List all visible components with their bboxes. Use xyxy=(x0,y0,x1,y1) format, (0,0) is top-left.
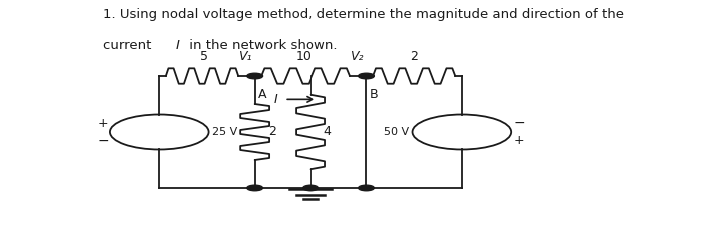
Circle shape xyxy=(247,73,263,79)
Text: 2: 2 xyxy=(268,126,276,139)
Text: 10: 10 xyxy=(296,50,312,63)
Text: +: + xyxy=(514,134,524,147)
Text: V₂: V₂ xyxy=(350,50,363,63)
Text: 1. Using nodal voltage method, determine the magnitude and direction of the: 1. Using nodal voltage method, determine… xyxy=(104,8,624,21)
Text: 50 V: 50 V xyxy=(384,127,409,137)
Circle shape xyxy=(247,185,263,191)
Text: 2: 2 xyxy=(411,50,418,63)
Text: B: B xyxy=(370,88,378,101)
Circle shape xyxy=(303,185,318,191)
Text: in the network shown.: in the network shown. xyxy=(185,39,338,52)
Circle shape xyxy=(358,73,374,79)
Text: 5: 5 xyxy=(200,50,208,63)
Text: current: current xyxy=(104,39,156,52)
Text: I: I xyxy=(274,93,278,106)
Text: −: − xyxy=(98,134,109,148)
Text: I: I xyxy=(176,39,180,52)
Text: 4: 4 xyxy=(323,126,331,139)
Circle shape xyxy=(358,185,374,191)
Text: −: − xyxy=(513,116,525,130)
Text: A: A xyxy=(258,88,266,101)
Text: 25 V: 25 V xyxy=(212,127,237,137)
Text: V₁: V₁ xyxy=(238,50,251,63)
Text: +: + xyxy=(98,117,109,130)
